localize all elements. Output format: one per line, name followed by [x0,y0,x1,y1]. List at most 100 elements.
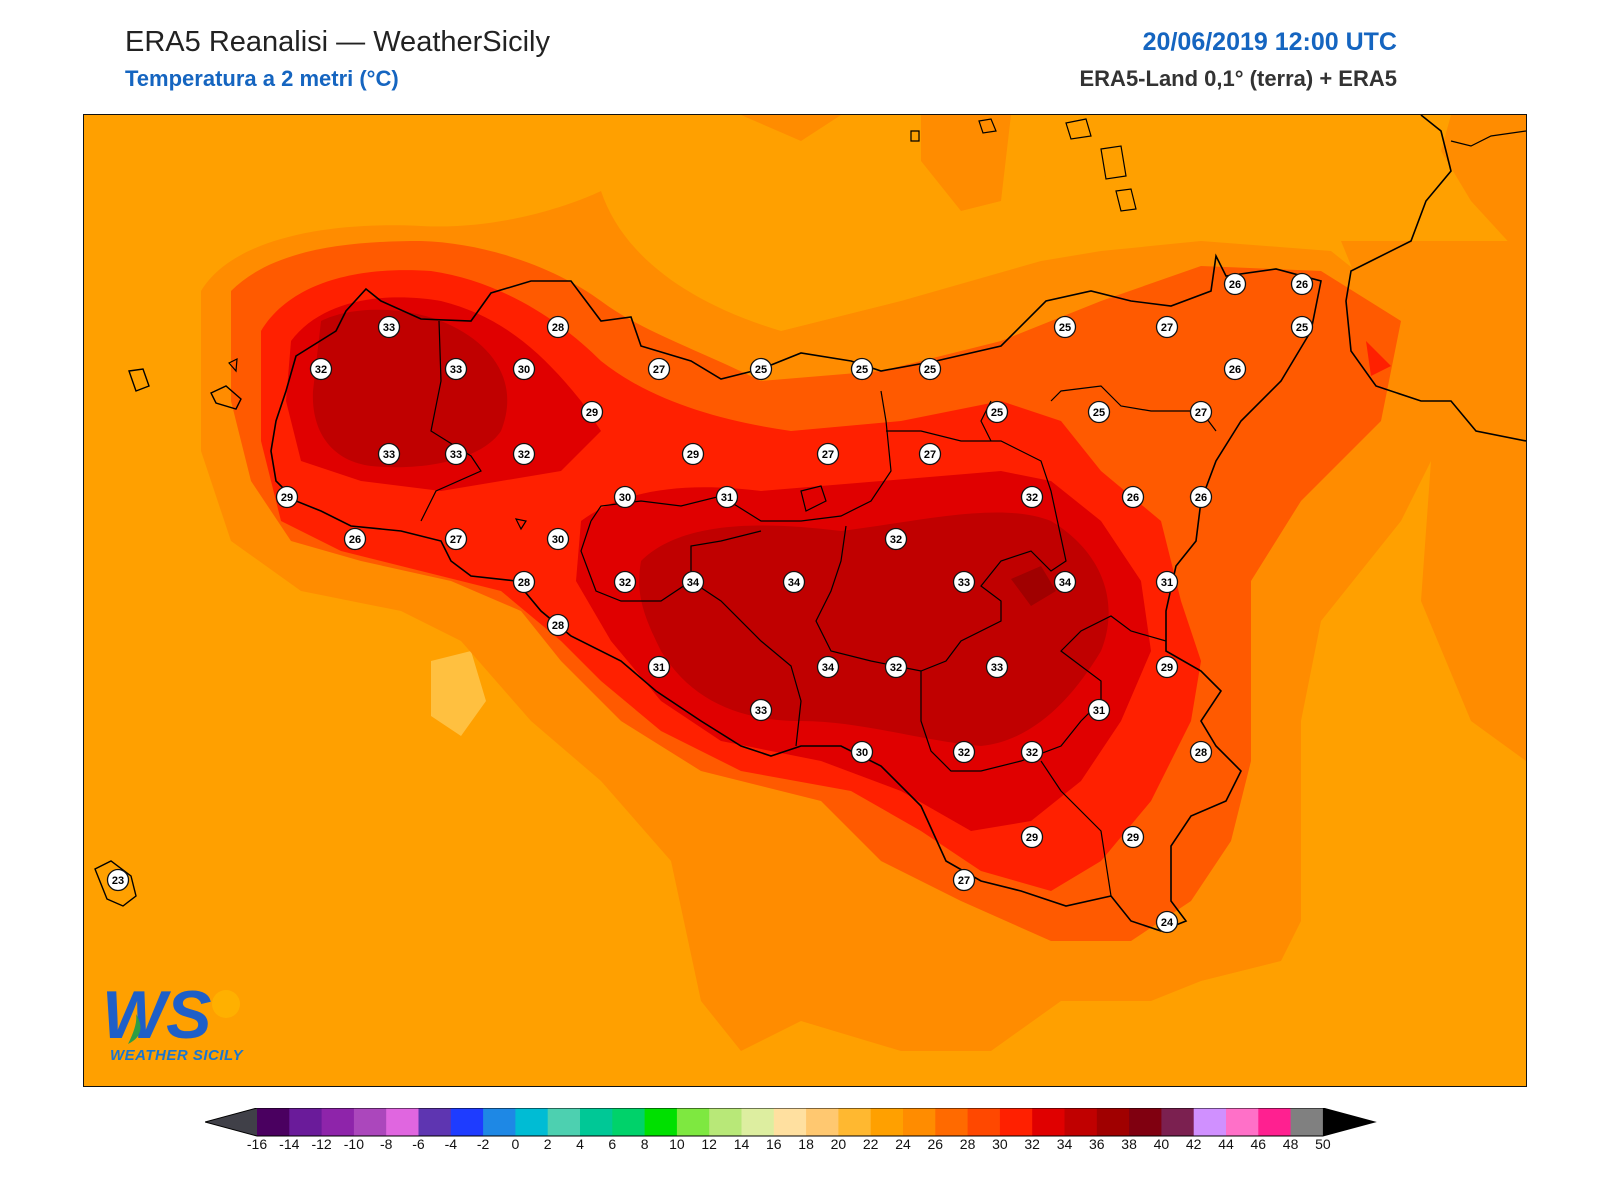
station-marker [749,357,773,381]
station-marker [1155,570,1179,594]
station-marker [985,400,1009,424]
station-marker [1053,570,1077,594]
station-marker [647,357,671,381]
station-marker [613,485,637,509]
station-temp-label: 25 [1093,407,1105,419]
station-marker [546,527,570,551]
station-marker [1290,315,1314,339]
colorbar-tick-label: -6 [412,1136,425,1152]
colorbar-tick-label: 26 [927,1136,944,1152]
colorbar-tick-label: 22 [862,1136,879,1152]
station-marker [613,570,637,594]
colorbar-tick-label: -12 [311,1136,332,1152]
station-temp-label: 33 [450,364,462,376]
station-temp-label: 32 [890,662,902,674]
colorbar-tick-label: -8 [379,1136,393,1152]
island-marettimo [128,368,150,392]
station-marker [444,442,468,466]
station-temp-label: 27 [822,449,834,461]
colorbar-tick-label: 20 [830,1136,847,1152]
station-marker [1155,655,1179,679]
station-temp-label: 33 [958,577,970,589]
colorbar-tick-label: 24 [895,1136,911,1152]
station-temp-label: 30 [518,364,530,376]
colorbar-tick-label: 8 [640,1136,649,1152]
colorbar-tick-label: -14 [279,1136,300,1152]
colorbar-tick-label: 0 [511,1136,520,1152]
station-temp-label: 33 [755,705,767,717]
station-marker [512,570,536,594]
station-marker [1189,485,1213,509]
station-temp-label: 32 [1026,747,1038,759]
station-marker [985,655,1009,679]
station-marker [1155,315,1179,339]
calabria-coastline [1345,115,1526,442]
station-marker [816,442,840,466]
station-temp-label: 31 [653,662,665,674]
temp-zone-30-calabria [1366,341,1391,376]
station-marker [343,527,367,551]
station-marker [1121,485,1145,509]
station-markers: 33 28 32 33 30 27 25 25 25 25 27 26 26 25 26 29 25 25 27 33… [106,272,1314,934]
map-source: ERA5-Land 0,1° (terra) + ERA5 [1079,66,1398,91]
colorbar-tick-label: 36 [1089,1136,1105,1152]
station-marker [1087,698,1111,722]
colorbar-cell [289,1108,323,1136]
station-marker [1121,825,1145,849]
map-datetime: 20/06/2019 12:00 UTC [1142,28,1397,56]
colorbar-cell [257,1108,290,1136]
station-marker [377,315,401,339]
station-temp-label: 34 [1059,577,1072,589]
colorbar-cell [967,1108,1001,1136]
station-marker [918,442,942,466]
station-temp-label: 34 [822,662,835,674]
island-alicudi [978,118,997,134]
colorbar-cell [1064,1108,1098,1136]
station-marker [546,613,570,637]
province-border-1 [420,320,482,522]
colorbar-cell [903,1108,936,1136]
colorbar-cell [806,1108,839,1136]
temp-zone-34-w [312,309,508,468]
colorbar-cell [709,1108,742,1136]
map-title: ERA5 Reanalisi — WeatherSicily [125,26,550,58]
colorbar-tick-label: 4 [576,1136,584,1152]
sicily-coastline [270,253,1322,932]
colorbar-cell [1032,1108,1065,1136]
colorbar-cell [1290,1108,1324,1136]
colorbar-tick-label: 44 [1218,1136,1234,1152]
colorbar-tick-labels: -16 -14 -12 -10 -8 -6 -4 -2 0 2 4 6 8 10 12 14 16 18 20 22 2… [0,1136,1600,1156]
station-marker [952,740,976,764]
island-vulcano [1115,188,1137,212]
colorbar-tick-label: 32 [1024,1136,1040,1152]
station-temp-label: 26 [1127,492,1139,504]
province-border-7 [1040,760,1112,897]
station-marker [580,400,604,424]
colorbar-cell [1193,1108,1227,1136]
weathersicily-logo: WS WEATHER SICILY [98,974,258,1074]
station-marker [647,655,671,679]
province-border-6 [920,615,1167,772]
island-levanzo [228,357,238,373]
station-temp-label: 27 [924,449,936,461]
logo-mark: WS [102,977,212,1053]
colorbar-tick-label: 14 [733,1136,750,1152]
station-temp-label: 30 [552,534,564,546]
colorbar-cell [1161,1108,1195,1136]
ws-logo-icon: WS [102,977,240,1053]
colorbar-max-arrow [1322,1108,1375,1136]
station-marker [1020,740,1044,764]
station-temp-label: 31 [1161,577,1173,589]
colorbar-cell [741,1108,775,1136]
temp-zone-24-ne [1181,115,1421,261]
colorbar-cell [386,1108,419,1136]
station-marker [106,868,130,892]
station-marker [884,527,908,551]
station-temp-label: 29 [1161,662,1173,674]
colorbar-tick-label: 16 [766,1136,782,1152]
colorbar-tick-label: 28 [959,1136,976,1152]
island-pantelleria [94,860,137,907]
calabria-border [1450,130,1526,147]
station-temp-label: 24 [1161,917,1174,929]
station-temp-label: 29 [281,492,293,504]
